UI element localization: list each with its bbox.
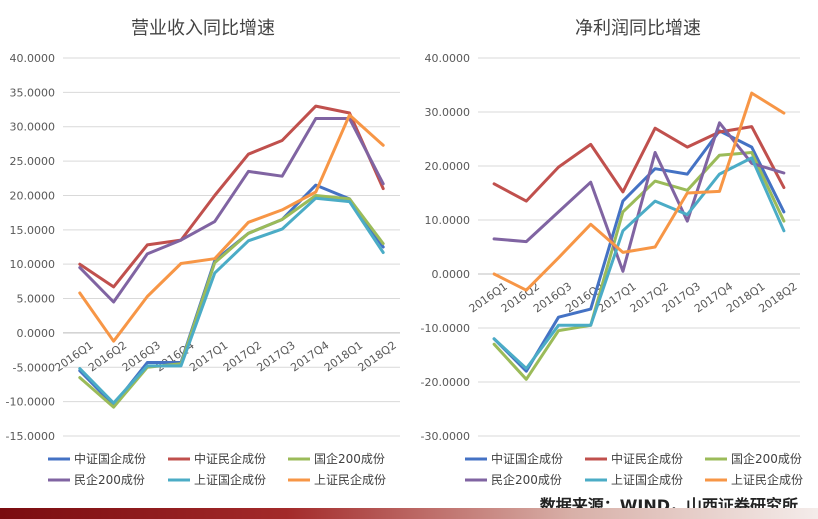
series-line: [78, 113, 385, 343]
y-tick-label: 30.0000: [10, 121, 56, 134]
legend-label: 中证民企成份: [611, 451, 683, 466]
y-tick-label: 20.0000: [10, 189, 56, 202]
y-tick-label: 10.0000: [425, 214, 471, 227]
legend-label: 上证国企成份: [194, 472, 266, 487]
y-tick-label: 20.0000: [425, 160, 471, 173]
y-tick-label: 10.0000: [10, 258, 56, 271]
series-line: [492, 151, 786, 381]
legend-label: 中证国企成份: [491, 451, 563, 466]
y-tick-label: -15.0000: [6, 430, 55, 443]
series-line: [78, 194, 385, 409]
legend-label: 民企200成份: [74, 472, 145, 487]
series-line: [78, 117, 385, 304]
y-tick-label: 35.0000: [10, 86, 56, 99]
footer-bar: [0, 508, 818, 519]
y-tick-label: -20.0000: [421, 376, 470, 389]
y-tick-label: -10.0000: [6, 396, 55, 409]
legend-label: 上证民企成份: [731, 472, 803, 487]
chart-2: 净利润同比增速 -30.0000 -20.0000 -10.0000 0.0000 10.…: [421, 18, 803, 487]
legend-label: 上证民企成份: [314, 472, 386, 487]
chart-title: 净利润同比增速: [575, 18, 701, 39]
legend-label: 民企200成份: [491, 472, 562, 487]
series-line: [492, 156, 786, 370]
y-tick-label: 30.0000: [425, 106, 471, 119]
y-tick-label: -10.0000: [421, 322, 470, 335]
legend-label: 国企200成份: [314, 451, 385, 466]
y-tick-label: 40.0000: [10, 52, 56, 65]
y-tick-label: -30.0000: [421, 430, 470, 443]
y-tick-label: 25.0000: [10, 155, 56, 168]
y-tick-label: -5.0000: [13, 361, 55, 374]
legend-label: 中证国企成份: [74, 451, 146, 466]
series-line: [492, 125, 786, 203]
y-tick-label: 5.0000: [17, 293, 56, 306]
series-line: [492, 91, 786, 292]
legend-label: 中证民企成份: [194, 451, 266, 466]
legend-label: 国企200成份: [731, 451, 802, 466]
y-tick-label: 15.0000: [10, 224, 56, 237]
y-tick-label: 0.0000: [432, 268, 471, 281]
y-tick-label: 0.0000: [17, 327, 56, 340]
chart-title: 营业收入同比增速: [131, 18, 275, 39]
y-tick-label: 40.0000: [425, 52, 471, 65]
legend-label: 上证国企成份: [611, 472, 683, 487]
series-line: [78, 196, 385, 405]
chart-1: 营业收入同比增速 -15.0000 -10.0000 -5.0000 0.0000 5.0…: [6, 18, 400, 487]
x-tick-label: 2018Q2: [356, 339, 399, 375]
series-line: [78, 104, 385, 289]
